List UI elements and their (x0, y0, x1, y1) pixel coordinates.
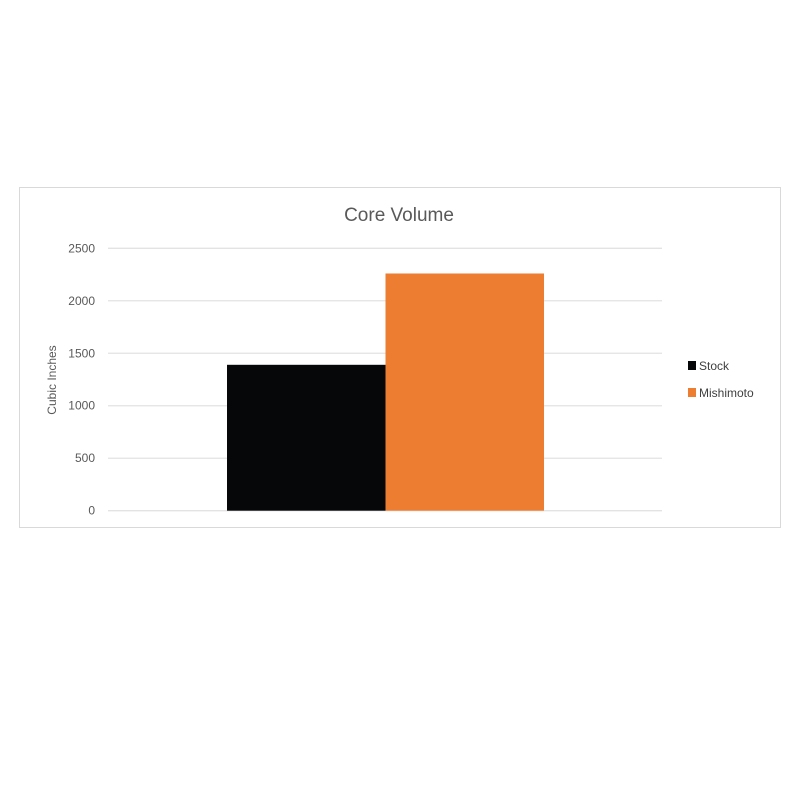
y-tick-label: 1000 (68, 399, 95, 413)
bar-stock (227, 364, 386, 511)
y-tick-label: 2000 (68, 294, 95, 308)
y-tick-label: 1500 (68, 346, 95, 360)
legend-label-stock: Stock (699, 359, 730, 373)
y-tick-label: 500 (75, 451, 95, 465)
legend-swatch-stock (688, 361, 696, 370)
legend-label-mishimoto: Mishimoto (699, 386, 754, 400)
chart-title: Core Volume (344, 205, 454, 226)
y-axis-label: Cubic Inches (45, 345, 59, 414)
y-tick-label: 2500 (68, 241, 95, 255)
legend-swatch-mishimoto (688, 388, 696, 397)
y-tick-label: 0 (88, 504, 95, 518)
bar-mishimoto (385, 273, 544, 511)
